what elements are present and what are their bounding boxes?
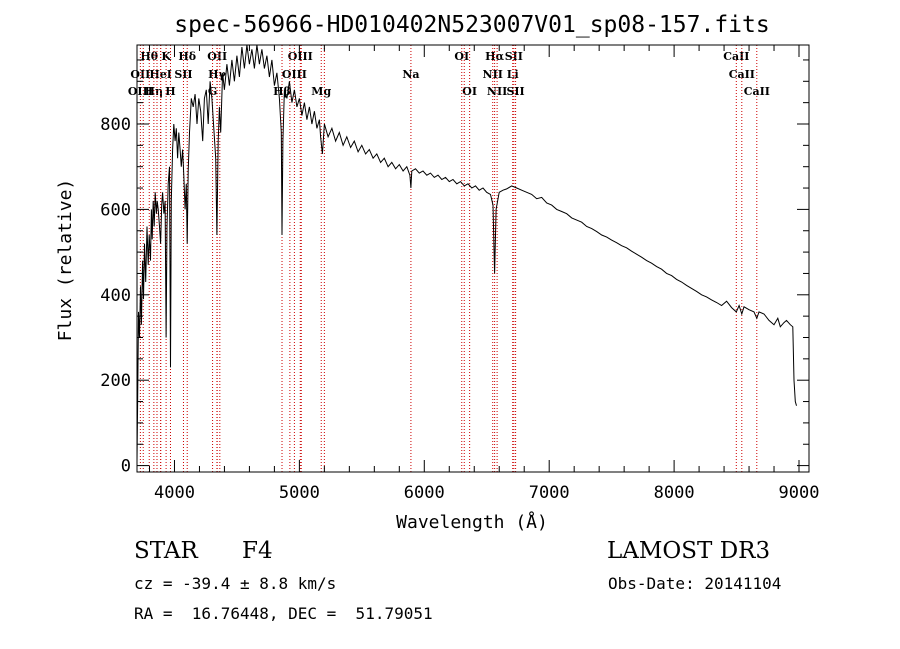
- y-tick-label-1: 200: [100, 371, 131, 391]
- chart-title: spec-56966-HD010402N523007V01_sp08-157.f…: [174, 12, 769, 38]
- plot-frame: [136, 44, 810, 473]
- marker-label-18: OIII: [128, 85, 153, 98]
- y-axis-label: Flux (relative): [55, 179, 76, 342]
- marker-label-3: OII: [207, 50, 227, 63]
- marker-label-25: NII: [487, 85, 507, 98]
- axis-layer: 4000 5000 6000 7000 8000 9000 0 200 400 600 800: [100, 45, 819, 503]
- spectrum-line-0: [136, 44, 797, 462]
- marker-label-13: OIII: [282, 68, 307, 81]
- object-class: STAR: [134, 538, 198, 564]
- marker-label-21: G: [208, 85, 217, 98]
- observation-date: Obs-Date: 20141104: [608, 574, 782, 593]
- marker-label-27: CaII: [744, 85, 770, 98]
- marker-label-6: Hα: [485, 50, 504, 63]
- marker-label-0: Hθ: [140, 50, 158, 63]
- survey-name: LAMOST DR3: [607, 538, 771, 564]
- marker-label-8: CaII: [723, 50, 749, 63]
- x-tick-label-3: 7000: [529, 483, 570, 503]
- spectral-subclass: F4: [242, 538, 273, 564]
- x-tick-label-0: 4000: [154, 483, 195, 503]
- x-axis-label: Wavelength (Å): [396, 511, 548, 533]
- marker-label-16: Li: [507, 68, 519, 81]
- marker-label-10: HeI: [149, 68, 172, 81]
- y-tick-label-3: 600: [100, 200, 131, 220]
- y-tick-label-2: 400: [100, 286, 131, 306]
- spectrum-series-layer: [136, 44, 797, 462]
- x-tick-label-2: 6000: [404, 483, 445, 503]
- marker-label-7: SII: [505, 50, 523, 63]
- y-tick-label-4: 800: [100, 115, 131, 135]
- marker-label-9: OII: [130, 68, 150, 81]
- marker-label-1: K: [161, 50, 171, 63]
- marker-label-2: Hδ: [178, 50, 196, 63]
- marker-label-14: Na: [402, 68, 419, 81]
- marker-label-17: CaII: [729, 68, 755, 81]
- marker-label-23: Mg: [311, 85, 331, 98]
- marker-label-26: SII: [506, 85, 524, 98]
- sky-coordinates: RA = 16.76448, DEC = 51.79051: [134, 604, 433, 623]
- marker-label-5: OI: [454, 50, 469, 63]
- marker-label-12: Hγ: [208, 68, 226, 81]
- x-tick-label-1: 5000: [279, 483, 320, 503]
- radial-velocity: cz = -39.4 ± 8.8 km/s: [134, 574, 337, 593]
- marker-label-19: Hη: [145, 85, 163, 98]
- marker-label-4: OIII: [288, 50, 313, 63]
- marker-label-11: SII: [174, 68, 192, 81]
- x-tick-label-5: 9000: [779, 483, 820, 503]
- marker-label-22: Hβ: [273, 85, 291, 98]
- marker-label-24: OI: [462, 85, 477, 98]
- x-tick-label-4: 8000: [654, 483, 695, 503]
- marker-label-15: NII: [483, 68, 503, 81]
- marker-label-20: H: [165, 85, 175, 98]
- y-tick-label-0: 0: [121, 457, 131, 477]
